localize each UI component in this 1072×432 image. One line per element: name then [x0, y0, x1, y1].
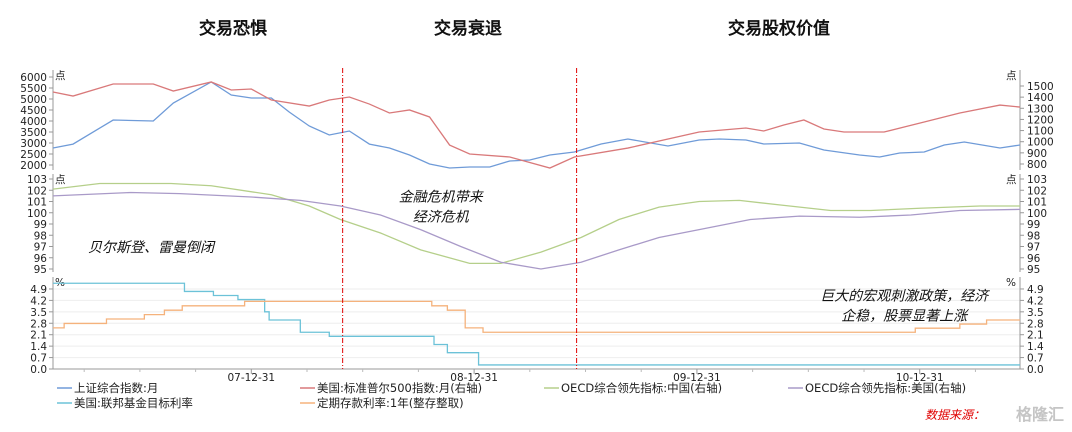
annotation: 企稳，股票显著上涨	[841, 308, 969, 324]
x-tick-label: 08-12-31	[450, 372, 498, 384]
y-tick-label-left: 5500	[20, 83, 47, 95]
y-tick-label-right: 100	[1027, 208, 1047, 220]
y-tick-label-right: 101	[1027, 197, 1047, 209]
y-tick-label-right: 0.7	[1027, 353, 1044, 365]
y-tick-label-left: 4.9	[30, 284, 47, 296]
y-tick-label-left: 95	[34, 264, 47, 276]
y-tick-label-right: 4.9	[1027, 284, 1044, 296]
y-tick-label-left: 97	[34, 242, 47, 254]
data-source: 数据来源：	[925, 408, 985, 422]
y-tick-label-left: 3500	[20, 127, 47, 139]
y-tick-label-left: 2.8	[30, 318, 47, 330]
y-unit-right: 点	[1006, 174, 1017, 186]
y-tick-label-right: 800	[1027, 159, 1047, 171]
legend-item: 美国:联邦基金目标利率	[74, 396, 193, 410]
x-tick-label: 09-12-31	[673, 372, 721, 384]
y-tick-label-left: 2500	[20, 149, 47, 161]
y-tick-label-left: 101	[27, 197, 47, 209]
annotation: 贝尔斯登、雷曼倒闭	[88, 240, 216, 256]
y-tick-label-left: 3000	[20, 138, 47, 150]
y-tick-label-right: 1.4	[1027, 341, 1044, 353]
y-tick-label-left: 0.7	[30, 353, 47, 365]
y-unit-right: %	[1006, 277, 1016, 289]
y-tick-label-right: 95	[1027, 264, 1040, 276]
y-tick-label-right: 4.2	[1027, 295, 1044, 307]
y-tick-label-left: 4000	[20, 116, 47, 128]
x-tick-label: 07-12-31	[227, 372, 275, 384]
y-tick-label-right: 0.0	[1027, 364, 1044, 376]
y-tick-label-right: 102	[1027, 185, 1047, 197]
legend-item: 美国:标准普尔500指数:月(右轴)	[317, 381, 482, 395]
annotation: 经济危机	[413, 210, 470, 226]
y-tick-label-right: 2.1	[1027, 330, 1044, 342]
y-tick-label-left: 1.4	[30, 341, 47, 353]
legend-item: OECD综合领先指标:中国(右轴)	[561, 381, 722, 395]
annotation: 金融危机带来	[399, 190, 485, 206]
y-tick-label-left: 5000	[20, 94, 47, 106]
y-tick-label-right: 96	[1027, 253, 1041, 265]
y-tick-label-left: 98	[34, 230, 47, 242]
y-tick-label-right: 1400	[1027, 92, 1054, 104]
annotation: 巨大的宏观刺激政策，经济	[820, 288, 990, 304]
legend-item: OECD综合领先指标:美国(右轴)	[805, 381, 966, 395]
y-unit-right: 点	[1006, 70, 1017, 82]
y-tick-label-left: 96	[34, 253, 48, 265]
y-tick-label-right: 1100	[1027, 126, 1054, 138]
y-tick-label-right: 1200	[1027, 114, 1054, 126]
y-tick-label-left: 2.1	[30, 330, 47, 342]
y-tick-label-right: 2.8	[1027, 318, 1044, 330]
y-tick-label-left: 0.0	[30, 364, 47, 376]
y-tick-label-left: 3.5	[30, 307, 47, 319]
y-unit-left: 点	[55, 70, 66, 82]
phase-title: 交易股权价值	[728, 18, 830, 39]
y-tick-label-left: 99	[34, 219, 47, 231]
y-tick-label-left: 4500	[20, 105, 47, 117]
series-line-0	[52, 81, 1021, 169]
series-line-4	[53, 282, 1020, 366]
y-tick-label-right: 1500	[1027, 81, 1054, 93]
y-tick-label-right: 900	[1027, 148, 1047, 160]
phase-title: 交易恐惧	[199, 18, 267, 39]
y-tick-label-left: 6000	[20, 72, 47, 84]
phase-title: 交易衰退	[434, 18, 502, 39]
series-line-3	[52, 191, 1021, 270]
y-tick-label-right: 99	[1027, 219, 1040, 231]
y-tick-label-right: 103	[1027, 174, 1047, 186]
y-unit-left: 点	[55, 174, 66, 186]
y-tick-label-right: 98	[1027, 230, 1040, 242]
y-tick-label-left: 2000	[20, 160, 47, 172]
series-line-1	[52, 81, 1021, 169]
y-tick-label-right: 1000	[1027, 137, 1054, 149]
y-tick-label-right: 3.5	[1027, 307, 1044, 319]
watermark-logo: 格隆汇	[1016, 405, 1064, 424]
y-tick-label-left: 102	[27, 185, 47, 197]
legend-item: 定期存款利率:1年(整存整取)	[317, 396, 464, 410]
y-tick-label-right: 1300	[1027, 103, 1054, 115]
legend-item: 上证综合指数:月	[74, 381, 158, 395]
series-line-5	[53, 300, 1020, 333]
y-tick-label-left: 100	[27, 208, 47, 220]
y-tick-label-right: 97	[1027, 242, 1040, 254]
y-tick-label-left: 103	[27, 174, 47, 186]
y-tick-label-left: 4.2	[30, 295, 47, 307]
x-tick-label: 10-12-31	[896, 372, 944, 384]
